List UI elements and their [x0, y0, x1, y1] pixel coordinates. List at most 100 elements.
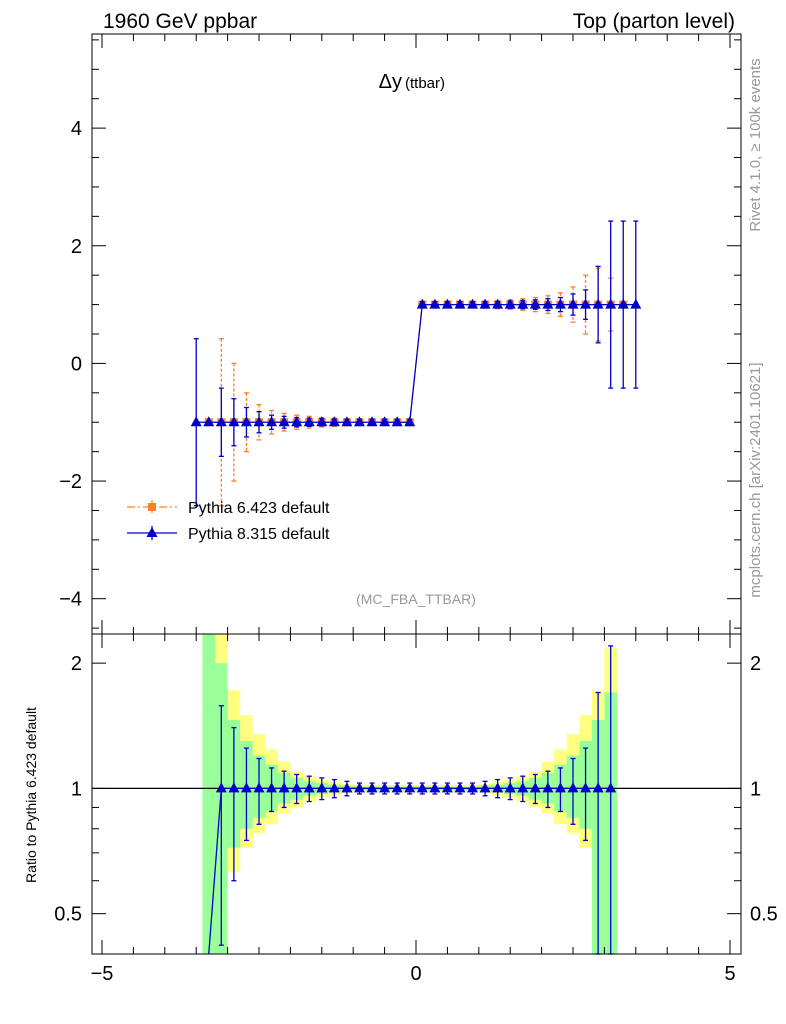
- ratio-marker-triangle: [353, 782, 365, 793]
- marker-triangle: [228, 416, 240, 427]
- marker-triangle: [291, 416, 303, 427]
- marker-triangle: [429, 298, 441, 309]
- ratio-marker-triangle: [240, 782, 252, 793]
- marker-triangle: [366, 416, 378, 427]
- marker-triangle: [203, 416, 215, 427]
- ratio-marker-triangle: [592, 782, 604, 793]
- ratio-marker-triangle: [605, 782, 617, 793]
- marker-triangle: [517, 298, 529, 309]
- ratio-marker-triangle: [215, 782, 227, 793]
- legend-entry-pythia6: Pythia 6.423 default: [127, 500, 330, 517]
- main-y-tick-label: 4: [71, 118, 82, 140]
- marker-triangle: [391, 416, 403, 427]
- marker-triangle: [253, 416, 265, 427]
- marker-triangle: [630, 298, 642, 309]
- marker-triangle: [617, 298, 629, 309]
- ratio-marker-triangle: [580, 782, 592, 793]
- marker-triangle: [215, 416, 227, 427]
- ratio-marker-triangle: [504, 782, 516, 793]
- ratio-marker-triangle: [391, 782, 403, 793]
- ratio-y-tick-label-left: 2: [71, 653, 82, 675]
- marker-triangle: [240, 416, 252, 427]
- ratio-axis-ticks: [92, 634, 741, 955]
- ratio-marker-triangle: [278, 782, 290, 793]
- legend-marker-triangle: [146, 527, 158, 537]
- main-axis-ticks: [92, 34, 741, 634]
- marker-triangle: [529, 298, 541, 309]
- ratio-marker-triangle: [554, 782, 566, 793]
- marker-triangle: [592, 298, 604, 309]
- marker-triangle: [580, 298, 592, 309]
- ratio-frame: [91, 633, 742, 955]
- main-y-tick-label: 0: [71, 353, 82, 375]
- marker-triangle: [554, 298, 566, 309]
- marker-triangle: [454, 298, 466, 309]
- ratio-y-tick-label-left: 1: [71, 778, 82, 800]
- ratio-y-tick-label-right: 2: [750, 653, 761, 675]
- ratio-marker-triangle: [303, 782, 315, 793]
- ratio-marker-triangle: [404, 782, 416, 793]
- ratio-series-layer: [208, 645, 617, 955]
- main-y-tick-label: −4: [59, 589, 82, 611]
- ratio-marker-triangle: [492, 782, 504, 793]
- main-panel: −4 −2 0 2 4 Δy (ttbar) (MC_FBA_TTBAR) Pythia…: [59, 33, 742, 635]
- ratio-marker-triangle: [479, 782, 491, 793]
- ratio-marker-triangle: [567, 782, 579, 793]
- plot-title: Δy: [379, 71, 402, 93]
- header-left: 1960 GeV ppbar: [103, 10, 257, 33]
- x-tick-label: 0: [410, 963, 421, 985]
- marker-triangle: [278, 416, 290, 427]
- ratio-marker-triangle: [366, 782, 378, 793]
- ratio-y-axis-label: Ratio to Pythia 6.423 default: [23, 707, 39, 883]
- ratio-marker-triangle: [266, 782, 278, 793]
- ratio-marker-triangle: [379, 782, 391, 793]
- ratio-marker-triangle: [228, 782, 240, 793]
- ratio-marker-triangle: [429, 782, 441, 793]
- marker-triangle: [404, 416, 416, 427]
- x-tick-labels: −5 0 5: [91, 963, 736, 985]
- band-green: [202, 634, 216, 954]
- ratio-marker-triangle: [291, 782, 303, 793]
- ratio-marker-triangle: [441, 782, 453, 793]
- marker-triangle: [416, 298, 428, 309]
- marker-triangle: [379, 416, 391, 427]
- main-series-layer: [190, 220, 642, 507]
- ratio-marker-triangle: [529, 782, 541, 793]
- ratio-marker-triangle: [416, 782, 428, 793]
- watermark: (MC_FBA_TTBAR): [356, 591, 476, 607]
- main-y-tick-label: −2: [59, 471, 82, 493]
- legend-entry-pythia8: Pythia 8.315 default: [127, 526, 330, 543]
- main-y-tick-label: 2: [71, 236, 82, 258]
- marker-triangle: [441, 298, 453, 309]
- ratio-marker-triangle: [341, 782, 353, 793]
- ratio-y-tick-label-left: 0.5: [54, 904, 82, 926]
- marker-triangle: [542, 298, 554, 309]
- marker-triangle: [303, 416, 315, 427]
- marker-triangle: [467, 298, 479, 309]
- marker-triangle: [328, 416, 340, 427]
- ratio-marker-triangle: [316, 782, 328, 793]
- marker-triangle: [492, 298, 504, 309]
- ratio-marker-triangle: [253, 782, 265, 793]
- marker-triangle: [341, 416, 353, 427]
- legend: Pythia 6.423 default Pythia 8.315 defaul…: [127, 500, 330, 543]
- marker-triangle: [567, 298, 579, 309]
- ratio-y-tick-labels: 0.5 0.5 1 1 2 2: [54, 653, 778, 926]
- ratio-y-tick-label-right: 0.5: [750, 904, 778, 926]
- main-y-tick-labels: −4 −2 0 2 4: [59, 118, 82, 611]
- legend-label-pythia8: Pythia 8.315 default: [188, 526, 330, 543]
- ratio-marker-triangle: [542, 782, 554, 793]
- marker-triangle: [190, 416, 202, 427]
- ratio-marker-triangle: [328, 782, 340, 793]
- main-frame: [91, 33, 742, 635]
- marker-triangle: [504, 298, 516, 309]
- ratio-marker-triangle: [517, 782, 529, 793]
- marker-triangle: [479, 298, 491, 309]
- marker-triangle: [266, 416, 278, 427]
- legend-marker-square: [148, 503, 156, 511]
- marker-triangle: [353, 416, 365, 427]
- header-right: Top (parton level): [573, 10, 735, 33]
- ratio-panel: 0.5 0.5 1 1 2 2 −5 0 5 Ratio to Pythia 6.423 de…: [23, 633, 778, 985]
- series-line-pythia8: [196, 303, 636, 423]
